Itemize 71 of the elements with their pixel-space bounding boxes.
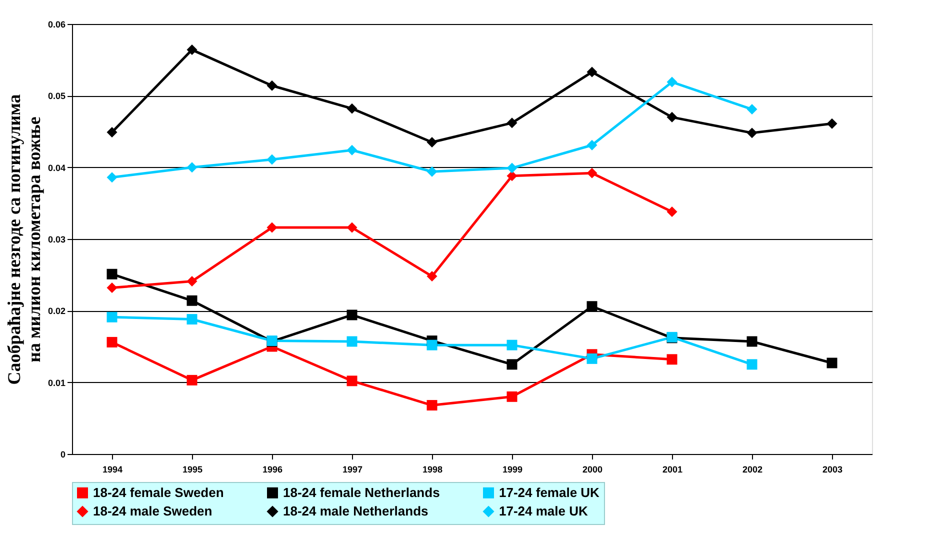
- y-tick-label: 0.02: [48, 306, 66, 316]
- point: [106, 268, 118, 280]
- point: [586, 168, 598, 178]
- point: [346, 103, 358, 114]
- x-tick-label: 1995: [182, 464, 203, 474]
- point: [426, 166, 438, 177]
- y-tick-label: 0.06: [48, 20, 66, 30]
- point: [506, 340, 518, 350]
- point: [426, 340, 438, 350]
- point: [186, 314, 198, 325]
- x-tick-label: 1998: [422, 464, 443, 474]
- point: [106, 282, 118, 293]
- x-tick-label: 2003: [822, 464, 843, 474]
- point: [346, 144, 358, 156]
- point: [186, 295, 198, 306]
- legend-label: 18-24 male Netherlands: [283, 504, 428, 518]
- x-tick-label: 1999: [502, 464, 523, 474]
- y-tick-label: 0.01: [48, 378, 66, 388]
- point: [106, 172, 118, 183]
- point: [826, 118, 838, 129]
- y-tick-label: 0: [60, 450, 66, 460]
- point: [426, 271, 438, 282]
- point: [346, 336, 358, 347]
- point: [346, 310, 358, 320]
- point: [826, 358, 838, 368]
- legend-label: 18-24 male Sweden: [93, 504, 212, 518]
- point: [586, 140, 598, 150]
- point: [106, 126, 118, 138]
- legend-label: 18-24 female Sweden: [93, 484, 224, 500]
- point: [266, 154, 278, 165]
- y-tick-label: 0.03: [48, 234, 66, 244]
- point: [186, 374, 198, 386]
- point: [746, 359, 758, 370]
- point: [186, 276, 198, 287]
- point: [506, 391, 518, 402]
- point: [266, 80, 278, 91]
- point: [666, 206, 678, 218]
- point: [106, 336, 118, 348]
- point: [586, 66, 598, 78]
- point: [266, 222, 278, 233]
- point: [666, 354, 678, 365]
- point: [666, 112, 678, 122]
- x-tick-label: 1994: [102, 464, 123, 474]
- point: [506, 162, 518, 174]
- point: [586, 353, 598, 364]
- point: [746, 336, 758, 347]
- x-tick-label: 2002: [742, 464, 763, 474]
- legend-label: 17-24 male UK: [499, 504, 588, 518]
- point: [586, 301, 598, 312]
- x-tick-label: 1996: [262, 464, 283, 474]
- point: [186, 162, 198, 173]
- point: [346, 222, 358, 233]
- point: [186, 44, 198, 56]
- y-tick-label: 0.04: [48, 162, 66, 173]
- point: [346, 376, 358, 386]
- point: [746, 128, 758, 138]
- point: [106, 312, 118, 322]
- point: [506, 359, 518, 370]
- point: [426, 400, 438, 411]
- legend-label: 18-24 female Netherlands: [283, 484, 440, 500]
- y-axis-title: Саобраћајне незгоде са погинулима на милион километара вожње: [4, 94, 44, 385]
- x-tick-label: 2001: [662, 464, 683, 474]
- point: [506, 170, 518, 182]
- x-tick-label: 1997: [342, 464, 363, 474]
- y-tick-label: 0.05: [48, 91, 66, 102]
- point: [746, 104, 758, 115]
- point: [426, 137, 438, 148]
- point: [666, 76, 678, 88]
- x-tick-label: 2000: [582, 464, 603, 474]
- legend-label: 17-24 female UK: [499, 484, 600, 500]
- point: [506, 118, 518, 128]
